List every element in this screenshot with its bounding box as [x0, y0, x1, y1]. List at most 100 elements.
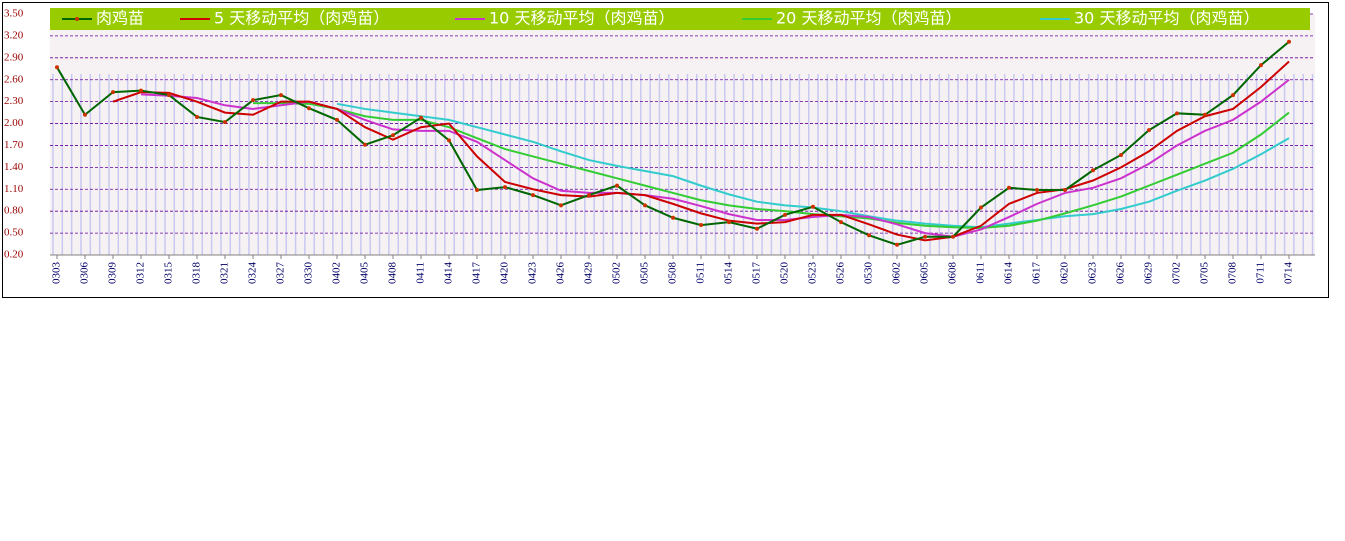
data-point	[279, 93, 283, 98]
data-point	[951, 234, 955, 239]
x-tick-label: 0411	[415, 262, 427, 284]
x-tick-label: 0520	[779, 262, 791, 285]
data-point	[671, 215, 675, 220]
data-point	[1287, 39, 1291, 44]
data-point	[1175, 111, 1179, 116]
y-tick-label: 1.10	[4, 183, 24, 195]
y-tick-label: 3.50	[4, 8, 24, 20]
y-tick-label: 2.60	[4, 73, 24, 85]
y-tick-label: 0.50	[4, 227, 24, 239]
data-point	[55, 65, 59, 70]
data-point	[615, 183, 619, 188]
data-point	[503, 185, 507, 190]
data-point	[867, 233, 871, 238]
x-tick-label: 0708	[1227, 262, 1239, 285]
x-tick-label: 0420	[499, 262, 511, 285]
data-point	[979, 205, 983, 210]
data-point	[1035, 188, 1039, 193]
legend-label: 5 天移动平均（肉鸡苗）	[214, 9, 389, 28]
x-tick-label: 0324	[247, 262, 259, 285]
x-tick-label: 0312	[135, 262, 147, 284]
x-tick-label: 0511	[695, 262, 707, 284]
plot-area	[50, 14, 1315, 255]
data-point	[391, 133, 395, 138]
data-point	[195, 114, 199, 119]
data-point	[839, 220, 843, 225]
legend-background	[50, 8, 1310, 30]
legend-marker	[75, 17, 79, 21]
data-point	[643, 203, 647, 208]
data-point	[783, 212, 787, 217]
legend-label: 30 天移动平均（肉鸡苗）	[1074, 9, 1259, 28]
data-point	[251, 98, 255, 103]
x-tick-label: 0517	[751, 262, 763, 285]
y-tick-label: 1.70	[4, 139, 24, 151]
x-tick-label: 0303	[51, 262, 63, 285]
data-point	[699, 223, 703, 228]
x-tick-label: 0408	[387, 262, 399, 285]
x-tick-label: 0514	[723, 262, 735, 285]
data-point	[811, 204, 815, 209]
x-tick-label: 0330	[303, 262, 315, 285]
x-tick-label: 0711	[1255, 262, 1267, 284]
legend-label: 20 天移动平均（肉鸡苗）	[776, 9, 961, 28]
x-tick-label: 0502	[611, 262, 623, 284]
data-point	[139, 88, 143, 93]
y-tick-label: 0.80	[4, 205, 24, 217]
x-tick-label: 0321	[219, 262, 231, 284]
x-tick-label: 0309	[107, 262, 119, 285]
series-line	[112, 60, 1290, 242]
data-point	[363, 142, 367, 147]
x-tick-label: 0602	[891, 262, 903, 284]
y-tick-label: 2.30	[4, 95, 24, 107]
x-tick-label: 0611	[975, 262, 987, 284]
x-tick-label: 0620	[1059, 262, 1071, 285]
x-tick-label: 0405	[359, 262, 371, 285]
data-point	[1007, 185, 1011, 190]
data-point	[1203, 112, 1207, 117]
x-tick-label: 0617	[1031, 262, 1043, 285]
data-point	[83, 112, 87, 117]
data-point	[223, 120, 227, 125]
x-tick-label: 0315	[163, 262, 175, 285]
x-tick-label: 0429	[583, 262, 595, 285]
x-tick-label: 0426	[555, 262, 567, 285]
y-tick-label: 2.90	[4, 51, 24, 63]
data-point	[1091, 168, 1095, 173]
x-tick-label: 0623	[1087, 262, 1099, 285]
data-point	[895, 242, 899, 247]
y-tick-label: 3.20	[4, 29, 24, 41]
x-tick-label: 0508	[667, 262, 679, 285]
data-point	[755, 226, 759, 231]
x-tick-label: 0705	[1199, 262, 1211, 285]
x-tick-label: 0702	[1171, 262, 1183, 284]
y-tick-label: 2.00	[4, 117, 24, 129]
data-point	[447, 138, 451, 143]
data-point	[1119, 152, 1123, 157]
data-point	[335, 117, 339, 122]
data-point	[727, 220, 731, 225]
x-tick-label: 0608	[947, 262, 959, 285]
legend-label: 肉鸡苗	[96, 9, 144, 28]
data-point	[1063, 188, 1067, 193]
data-point	[531, 193, 535, 198]
x-tick-label: 0614	[1003, 262, 1015, 285]
data-point	[475, 188, 479, 193]
x-tick-label: 0523	[807, 262, 819, 285]
legend-label: 10 天移动平均（肉鸡苗）	[489, 9, 674, 28]
x-tick-label: 0402	[331, 262, 343, 284]
x-tick-label: 0629	[1143, 262, 1155, 285]
x-tick-label: 0505	[639, 262, 651, 285]
data-point	[419, 115, 423, 120]
x-tick-label: 0626	[1115, 262, 1127, 285]
y-tick-label: 1.40	[4, 161, 24, 173]
x-tick-label: 0306	[79, 262, 91, 285]
x-tick-label: 0714	[1283, 262, 1295, 285]
data-point	[587, 193, 591, 198]
data-point	[1147, 128, 1151, 133]
data-point	[923, 234, 927, 239]
data-point	[1259, 63, 1263, 68]
data-point	[1231, 93, 1235, 98]
